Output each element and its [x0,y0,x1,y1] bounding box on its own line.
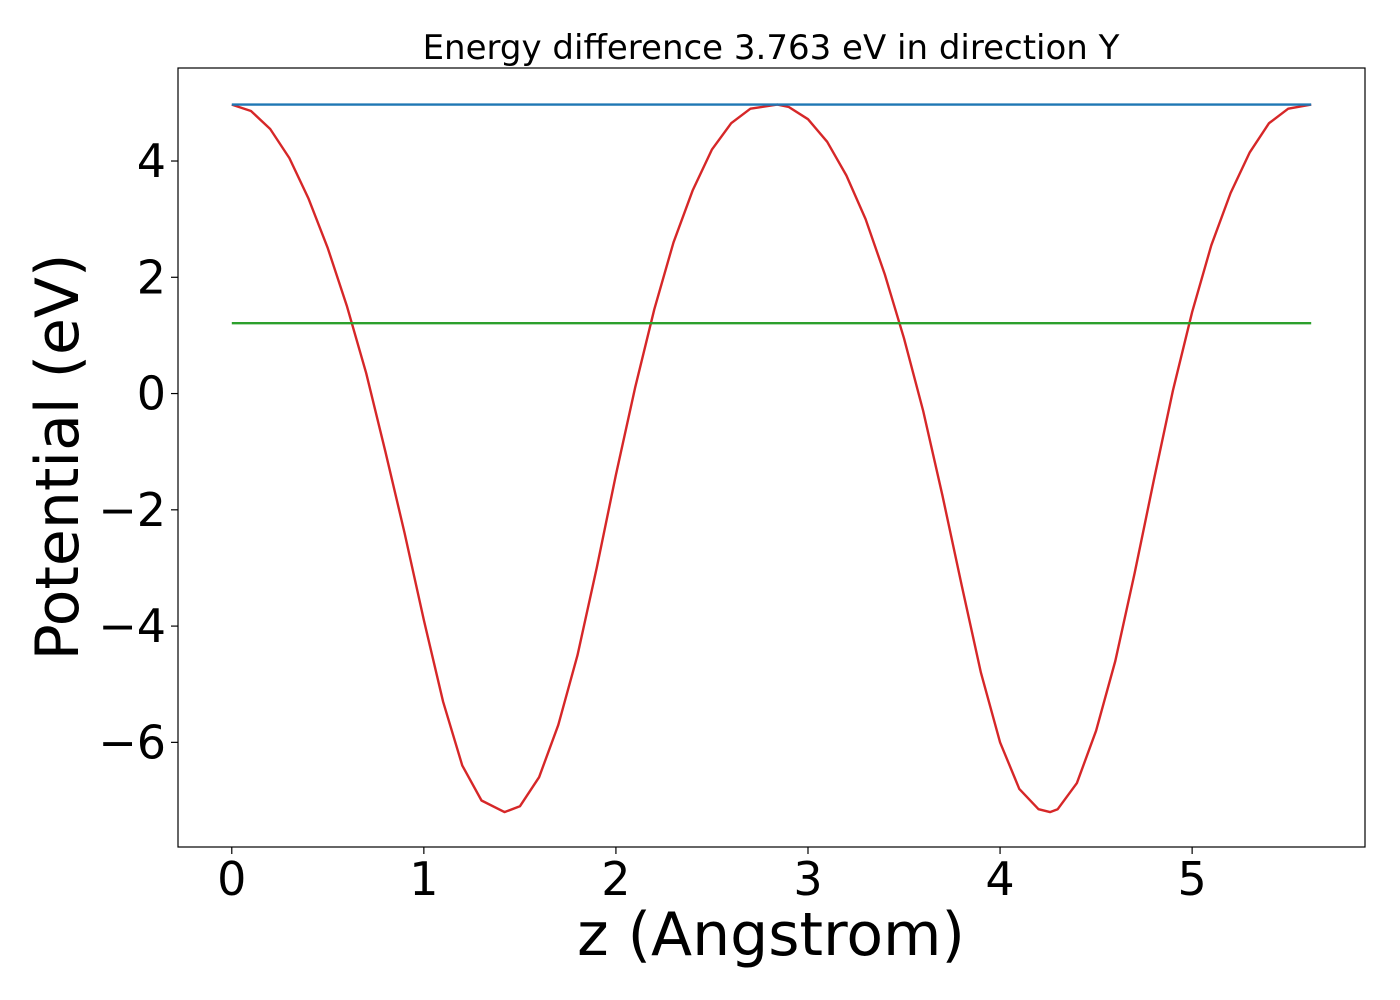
x-tick-label: 5 [1177,852,1206,906]
y-tick-label: 2 [137,250,166,304]
y-tick-label: −6 [98,715,166,769]
x-tick-label: 1 [409,852,438,906]
plot-frame [177,67,1366,848]
chart-title: Energy difference 3.763 eV in direction … [423,28,1120,68]
y-axis-label: Potential (eV) [23,254,93,661]
y-tick-label: 0 [137,367,166,421]
plot-lines [231,103,1312,814]
x-tick-label: 3 [793,852,822,906]
x-axis-label: z (Angstrom) [577,900,965,970]
y-tick-label: 4 [137,134,166,188]
y-axis: 4 2 0 −2 −4 −6 [98,134,178,769]
x-tick-label: 2 [601,852,630,906]
y-tick-label: −2 [98,483,166,537]
x-tick-label: 0 [217,852,246,906]
x-axis: 0 1 2 3 4 5 [217,847,1207,906]
y-tick-label: −4 [98,599,166,653]
x-tick-label: 4 [985,852,1014,906]
potential-curve-line [231,103,1312,814]
